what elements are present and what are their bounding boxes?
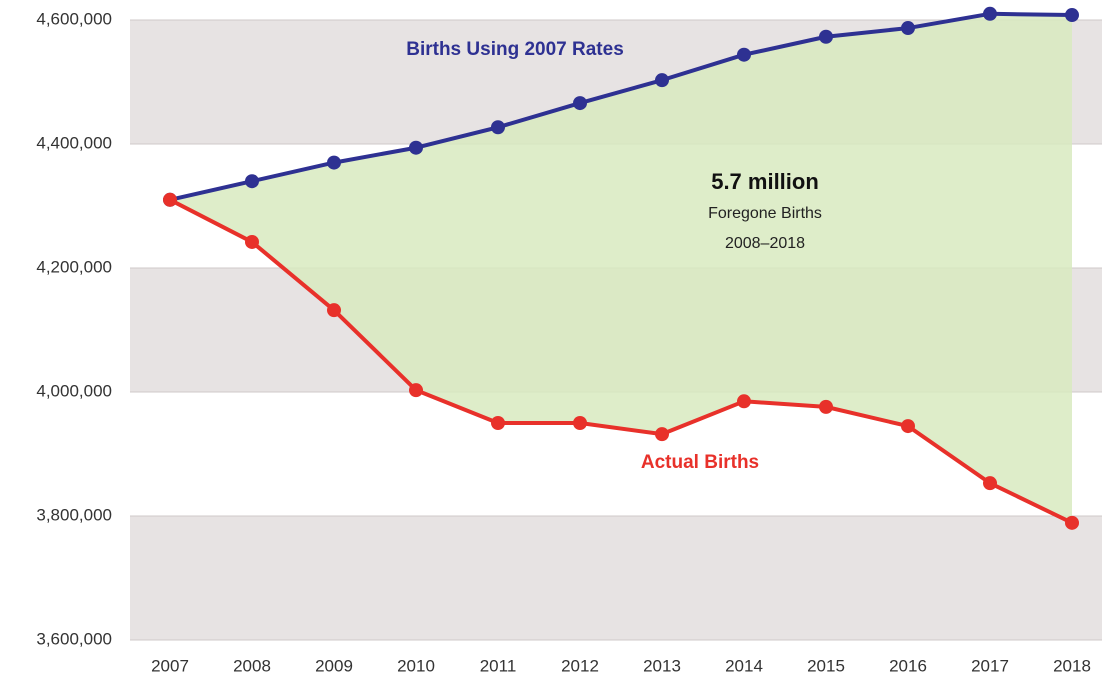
annotation: Foregone Births [708,205,822,222]
x-tick-label: 2013 [643,656,681,675]
x-tick-label: 2008 [233,656,271,675]
point [1065,515,1079,530]
point [983,476,997,491]
series-line [169,198,1073,525]
marks [163,6,1079,530]
point [573,96,587,111]
point [245,234,259,249]
point [409,383,423,398]
y-tick-label: 4,200,000 [36,257,112,276]
point [655,73,669,88]
x-tick-label: 2009 [315,656,353,675]
series-label: Births Using 2007 Rates [406,39,624,60]
point [327,303,341,318]
point [573,416,587,430]
annotation: 5.7 million [711,169,819,194]
point [491,416,505,430]
series-label: Actual Births [641,452,759,473]
series-line [169,11,1073,202]
point [245,174,259,189]
point [1065,8,1079,23]
x-tick-label: 2018 [1053,656,1091,675]
point [491,120,505,135]
point [327,155,341,170]
y-tick-label: 4,600,000 [36,9,112,28]
point [819,29,833,44]
point [409,140,423,155]
point [901,419,915,434]
point [655,427,669,442]
annotation: 2008–2018 [725,235,805,252]
x-tick-label: 2010 [397,656,435,675]
x-tick-label: 2007 [151,656,189,675]
x-tick-label: 2012 [561,656,599,675]
gap-area [170,13,1072,523]
y-tick-label: 3,800,000 [36,505,112,524]
y-tick-label: 4,000,000 [36,381,112,400]
band [130,516,1102,640]
point [737,394,751,409]
point [819,399,833,414]
point [163,192,177,207]
point [901,21,915,36]
x-tick-label: 2016 [889,656,927,675]
y-tick-label: 4,400,000 [36,133,112,152]
point [983,6,997,21]
x-tick-label: 2015 [807,656,845,675]
x-tick-label: 2017 [971,656,1009,675]
x-tick-label: 2014 [725,656,763,675]
point [737,47,751,62]
x-tick-label: 2011 [480,656,517,675]
y-tick-label: 3,600,000 [36,629,112,648]
